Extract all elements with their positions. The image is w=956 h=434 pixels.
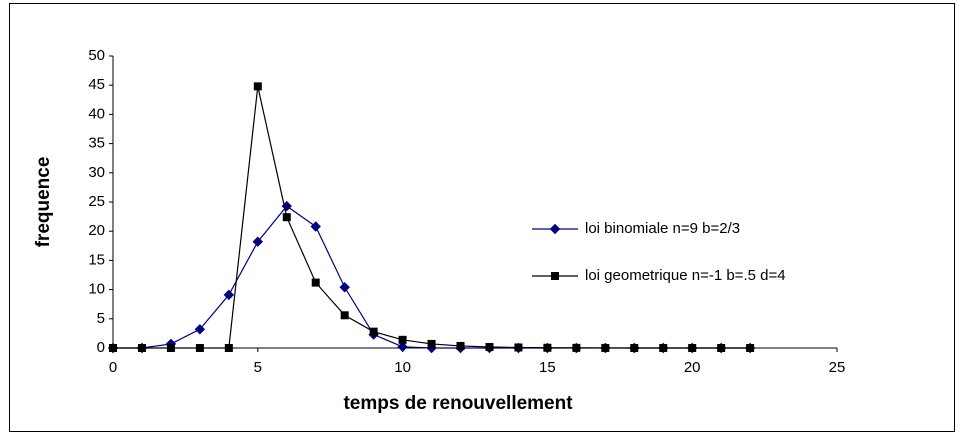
x-tick-label: 5	[254, 359, 262, 376]
marker	[340, 311, 349, 320]
marker	[253, 82, 262, 91]
marker	[224, 344, 233, 352]
x-tick-label: 10	[394, 359, 411, 376]
y-tick-label: 30	[88, 164, 105, 181]
x-tick-label: 25	[829, 359, 846, 376]
marker	[397, 341, 408, 353]
y-tick-label: 20	[88, 222, 105, 239]
marker	[166, 344, 175, 352]
marker	[282, 213, 291, 222]
marker	[398, 335, 407, 344]
marker	[310, 221, 321, 232]
marker	[630, 344, 639, 352]
x-tick-label: 15	[539, 359, 556, 376]
marker	[572, 343, 581, 352]
marker	[223, 289, 235, 301]
chart-frame	[9, 3, 955, 432]
x-tick-label: 0	[109, 359, 117, 376]
marker	[688, 344, 697, 352]
marker	[194, 324, 206, 335]
legend-label: loi binomiale n=9 b=2/3	[585, 220, 740, 237]
x-axis-title: temps de renouvellement	[343, 393, 573, 414]
marker	[369, 327, 378, 336]
marker	[137, 344, 146, 352]
y-tick-label: 40	[88, 105, 105, 122]
marker	[339, 282, 350, 293]
y-tick-label: 15	[88, 251, 105, 268]
marker	[195, 344, 204, 352]
y-axis-title: frequence	[33, 157, 54, 248]
y-tick-label: 45	[88, 76, 105, 93]
y-tick-label: 10	[88, 281, 105, 298]
y-tick-label: 5	[97, 310, 105, 327]
marker	[311, 278, 320, 287]
y-tick-label: 0	[97, 339, 105, 356]
marker	[456, 341, 465, 350]
legend-marker	[549, 223, 561, 235]
legend-label: loi geometrique n=-1 b=.5 d=4	[585, 267, 786, 284]
x-tick-label: 20	[684, 359, 701, 376]
y-tick-label: 25	[88, 193, 105, 210]
marker	[746, 344, 755, 352]
marker	[485, 343, 494, 352]
y-tick-label: 35	[88, 135, 105, 152]
marker	[601, 343, 610, 352]
marker	[252, 236, 264, 247]
marker	[659, 344, 668, 352]
legend-marker	[551, 272, 559, 280]
y-tick-label: 50	[88, 47, 105, 64]
marker	[427, 339, 436, 348]
marker	[514, 343, 523, 352]
marker	[543, 343, 552, 352]
marker	[109, 344, 117, 352]
marker	[717, 344, 726, 352]
